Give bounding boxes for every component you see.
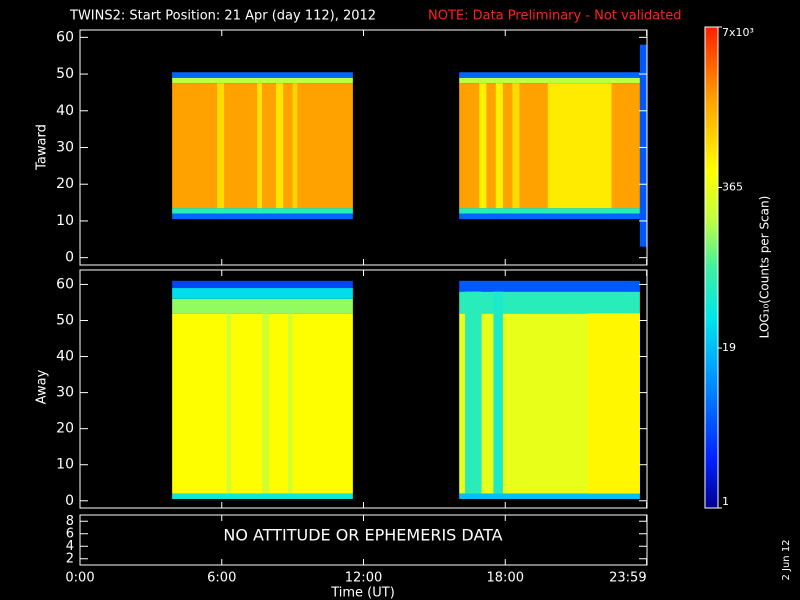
colorbar-tick-label: 365 (722, 180, 743, 193)
heatmap-cell (495, 83, 503, 209)
annotation: NO ATTITUDE OR EPHEMERIS DATA (223, 526, 502, 545)
heatmap-cell (217, 83, 225, 209)
chart-title: TWINS2: Start Position: 21 Apr (day 112)… (69, 9, 376, 24)
heatmap-cell (512, 83, 520, 209)
colorbar-tick-label: 1 (722, 495, 729, 508)
heatmap-cell (287, 313, 293, 494)
y-tick-label: 30 (56, 385, 74, 401)
date: 2 Jun 12 (781, 539, 792, 580)
y-tick-label: 20 (56, 421, 74, 437)
heatmap-cell (172, 493, 353, 499)
x-tick-label: 12:00 (345, 571, 382, 586)
heatmap-cell (547, 83, 612, 209)
y-tick-label: 60 (56, 29, 74, 45)
heatmap-cell (172, 77, 353, 84)
y-tick-label: 60 (56, 276, 74, 292)
heatmap-cell (172, 208, 353, 214)
heatmap-cell (257, 83, 262, 209)
heatmap-cell (172, 83, 353, 209)
colorbar-tick-label: 7x10³ (722, 26, 754, 39)
y-tick-label: 40 (56, 103, 74, 119)
heatmap-cell (459, 77, 640, 84)
y-tick-label: 6 (66, 526, 74, 541)
y-tick-label: 10 (56, 457, 74, 473)
colorbar-label: LOG₁₀(Counts per Scan) (758, 196, 772, 339)
y-axis-label: Away (35, 369, 50, 404)
heatmap-cell (479, 83, 487, 209)
heatmap-cell (172, 298, 353, 314)
y-axis-label: Taward (35, 124, 50, 171)
x-tick-label: 18:00 (487, 571, 524, 586)
note: NOTE: Data Preliminary - Not validated (428, 9, 682, 24)
y-tick-label: 20 (56, 176, 74, 192)
heatmap-cell (459, 213, 640, 220)
heatmap-cell (459, 291, 640, 314)
heatmap-cell (459, 493, 640, 499)
heatmap-cell (587, 313, 640, 494)
x-tick-label: 6:00 (207, 571, 236, 586)
y-tick-label: 10 (56, 213, 74, 229)
y-tick-label: 2 (66, 551, 74, 566)
heatmap-cell (172, 288, 353, 299)
heatmap-cell (172, 280, 353, 289)
y-tick-label: 30 (56, 140, 74, 156)
heatmap-cell (226, 313, 232, 494)
x-tick-label: 0:00 (65, 571, 94, 586)
heatmap-cell (459, 72, 640, 78)
x-axis-label: Time (UT) (330, 586, 395, 600)
y-tick-label: 8 (66, 514, 74, 529)
y-tick-label: 0 (65, 250, 74, 266)
heatmap-cell (493, 291, 503, 494)
y-tick-label: 50 (56, 66, 74, 82)
heatmap-cell (465, 291, 482, 494)
colorbar-tick-label: 19 (722, 341, 736, 354)
heatmap-cell (261, 313, 269, 494)
heatmap-cell (459, 280, 640, 292)
x-tick-label: 23:59 (609, 571, 646, 586)
heatmap-cell (172, 213, 353, 220)
heatmap-cell (639, 44, 647, 247)
colorbar (704, 26, 719, 509)
y-tick-label: 40 (56, 349, 74, 365)
heatmap-cell (459, 208, 640, 214)
y-tick-label: 0 (65, 493, 74, 509)
y-tick-label: 50 (56, 312, 74, 328)
heatmap-cell (276, 83, 284, 209)
heatmap-cell (292, 83, 298, 209)
heatmap-cell (172, 72, 353, 78)
y-tick-label: 4 (66, 539, 74, 554)
